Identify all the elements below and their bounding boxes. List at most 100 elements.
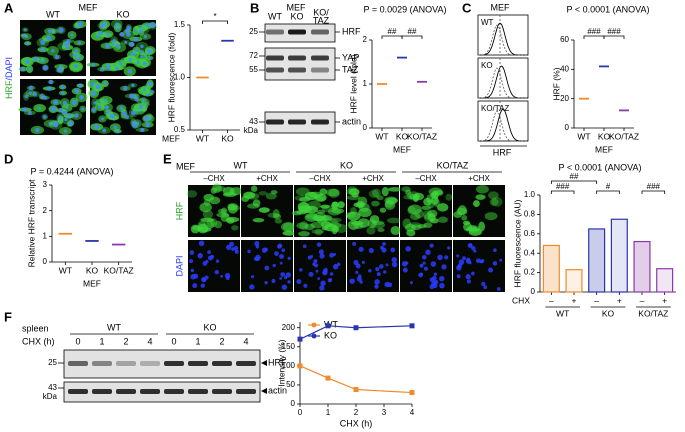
x-tick-label: KO (86, 265, 99, 275)
nucleus (328, 278, 333, 282)
y-tick-label: 1.0 (174, 73, 186, 82)
nucleus (20, 66, 26, 72)
cell (306, 214, 319, 219)
nucleus (254, 241, 260, 247)
legend-label: WT (324, 319, 338, 329)
bar (610, 218, 628, 293)
cell (199, 202, 212, 213)
nucleus (131, 83, 135, 87)
cell (437, 203, 449, 212)
chart-title: P < 0.0001 (ANOVA) (559, 162, 642, 172)
nucleus (115, 22, 119, 26)
nucleus (102, 128, 107, 133)
cell (317, 215, 330, 221)
nucleus (23, 28, 27, 32)
cell (250, 185, 258, 192)
label: 55 (249, 65, 258, 74)
nucleus (113, 125, 118, 130)
cell (346, 211, 361, 221)
cell (209, 196, 221, 205)
cell (227, 204, 238, 214)
band (116, 389, 136, 394)
nucleus (466, 279, 471, 284)
cell (214, 220, 223, 229)
label: WT (107, 322, 121, 332)
nucleus (376, 272, 381, 277)
cell (475, 184, 489, 194)
nucleus (430, 261, 437, 267)
nucleus (264, 265, 270, 271)
flow-control (478, 24, 528, 56)
panel-letter: F (4, 309, 12, 324)
bracket (596, 190, 620, 194)
nucleus (140, 44, 144, 49)
nucleus (28, 85, 34, 91)
nucleus (226, 244, 232, 251)
micrograph (87, 79, 156, 135)
nucleus (332, 263, 339, 270)
significance: ### (556, 182, 570, 191)
nucleus (423, 266, 428, 271)
label: 25 (48, 358, 57, 367)
nucleus (214, 269, 219, 275)
cell (489, 198, 499, 206)
label: YAP (342, 52, 359, 62)
bracket (401, 35, 423, 39)
nucleus (74, 88, 80, 94)
nucleus (274, 251, 279, 256)
cell (387, 217, 401, 224)
nucleus (281, 248, 286, 252)
nucleus (142, 88, 146, 92)
cell (215, 185, 226, 192)
cell (473, 200, 480, 208)
cell (379, 207, 387, 213)
micrograph (400, 185, 453, 237)
nucleus (357, 274, 362, 279)
cell (197, 226, 212, 233)
nucleus (429, 284, 435, 290)
nucleus (287, 256, 291, 261)
nucleus (374, 279, 380, 285)
nucleus (361, 260, 365, 264)
micrograph (18, 20, 87, 76)
cell (210, 187, 217, 194)
label: HRF (174, 201, 184, 220)
band (311, 29, 329, 35)
label: KO (481, 61, 493, 70)
nucleus (133, 36, 139, 42)
nucleus (134, 29, 138, 33)
nucleus (492, 261, 498, 266)
band (116, 361, 136, 366)
y-tick-label: 100 (282, 361, 296, 370)
cell (484, 212, 498, 221)
cell (368, 189, 379, 199)
x-tick-label: + (617, 295, 622, 305)
nucleus (279, 276, 283, 280)
label: 43 (48, 383, 57, 392)
nucleus (368, 248, 374, 254)
band (236, 361, 256, 366)
cell (367, 218, 377, 229)
nucleus (320, 280, 326, 286)
y-tick-label: 0 (363, 123, 368, 132)
label: KO (340, 160, 353, 170)
nucleus (384, 281, 390, 288)
nucleus (279, 261, 283, 265)
nucleus (315, 269, 319, 273)
cell (427, 199, 435, 209)
nucleus (25, 59, 30, 64)
cell (462, 220, 471, 225)
band (311, 67, 329, 73)
label: HRF (268, 357, 287, 367)
cell (314, 228, 323, 236)
band (288, 29, 306, 35)
cell (413, 192, 425, 201)
nucleus (54, 54, 60, 60)
cell (491, 197, 503, 207)
cell (202, 210, 213, 219)
label: +CHX (256, 174, 278, 183)
nucleus (358, 246, 364, 252)
label: 2 (123, 336, 128, 346)
nucleus (40, 58, 46, 63)
nucleus (429, 243, 434, 248)
